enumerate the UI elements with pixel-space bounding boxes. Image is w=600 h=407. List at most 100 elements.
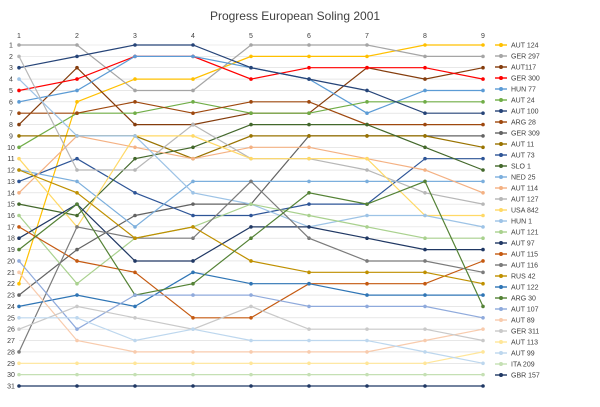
legend-entry: AUT 11 (495, 142, 534, 149)
data-point (423, 361, 427, 366)
legend-label: GER 309 (511, 131, 540, 138)
data-point (17, 179, 21, 184)
data-point (75, 361, 79, 366)
data-point (133, 122, 137, 127)
data-point (365, 88, 369, 93)
data-point (365, 168, 369, 172)
data-point (17, 225, 21, 229)
data-point (423, 304, 427, 309)
legend-label: AUT 115 (511, 252, 538, 259)
data-point (481, 247, 485, 252)
data-point (307, 77, 311, 81)
legend-swatch-marker (499, 197, 503, 201)
data-point (75, 111, 79, 115)
data-point (481, 156, 485, 161)
data-point (249, 202, 253, 206)
data-point (307, 270, 311, 275)
legend-label: GER 311 (511, 329, 539, 336)
x-tick-label: 1 (17, 33, 21, 40)
series-aut-116 (17, 179, 485, 354)
x-tick-label: 4 (191, 33, 195, 40)
data-point (75, 100, 79, 104)
legend-swatch-marker (499, 318, 503, 322)
series-aut-113 (17, 350, 485, 366)
series-lines (17, 43, 485, 388)
data-point (481, 77, 485, 81)
series-aut-89 (17, 270, 485, 354)
y-tick-label: 19 (7, 247, 15, 254)
data-point (307, 338, 311, 343)
data-point (365, 65, 369, 70)
data-point (423, 281, 427, 286)
data-point (249, 384, 253, 388)
legend-swatch-marker (499, 175, 503, 179)
legend-label: AUT 121 (511, 230, 539, 237)
data-point (365, 270, 369, 275)
legend-entry: AUT117 (495, 65, 536, 72)
y-tick-label: 5 (9, 88, 13, 95)
data-point (75, 372, 79, 377)
data-point (249, 179, 253, 184)
legend-entry: AUT 121 (495, 230, 539, 237)
data-point (307, 122, 311, 127)
data-point (133, 270, 137, 275)
legend-entry: AUT 89 (495, 318, 535, 325)
legend-entry: AUT 127 (495, 197, 539, 204)
legend-swatch-marker (499, 274, 503, 278)
data-point (191, 77, 195, 81)
data-point (133, 111, 137, 115)
data-point (17, 361, 21, 366)
data-point (191, 293, 195, 297)
data-point (75, 225, 79, 229)
data-point (17, 156, 21, 161)
data-point (17, 247, 21, 252)
data-point (75, 54, 79, 59)
legend-entry: ARG 28 (495, 120, 536, 127)
x-tick-label: 9 (481, 33, 485, 40)
data-point (365, 361, 369, 366)
data-point (481, 145, 485, 150)
data-point (75, 259, 79, 263)
data-point (17, 281, 21, 286)
data-point (307, 372, 311, 377)
data-point (75, 77, 79, 81)
data-point (365, 350, 369, 354)
y-tick-label: 10 (7, 145, 15, 152)
legend-swatch-marker (499, 362, 503, 366)
y-tick-label: 28 (7, 349, 15, 356)
data-point (365, 293, 369, 297)
data-point (17, 350, 21, 354)
data-point (17, 236, 21, 241)
x-tick-label: 5 (249, 33, 253, 40)
data-point (307, 361, 311, 366)
legend-entry: GER 311 (495, 329, 539, 336)
data-point (481, 100, 485, 104)
legend-swatch-marker (499, 329, 503, 333)
legend-entry: GER 300 (495, 76, 540, 83)
series-line (18, 180, 484, 307)
data-point (481, 190, 485, 195)
y-tick-label: 13 (7, 179, 15, 186)
data-point (191, 316, 195, 320)
legend-label: AUT 116 (511, 263, 538, 270)
data-point (191, 361, 195, 366)
data-point (423, 293, 427, 297)
data-point (249, 134, 253, 138)
data-point (365, 100, 369, 104)
series-usa-842 (17, 134, 485, 229)
series-line (18, 180, 484, 353)
data-point (17, 43, 21, 47)
series-rus-42 (17, 168, 485, 286)
legend-entry: ARG 30 (495, 296, 536, 303)
data-point (423, 156, 427, 161)
data-point (17, 88, 21, 93)
data-point (75, 134, 79, 138)
data-point (481, 384, 485, 388)
data-point (365, 304, 369, 309)
data-point (423, 179, 427, 184)
data-point (75, 168, 79, 172)
series-gbr-157 (17, 384, 485, 388)
data-point (423, 122, 427, 127)
data-point (249, 77, 253, 81)
